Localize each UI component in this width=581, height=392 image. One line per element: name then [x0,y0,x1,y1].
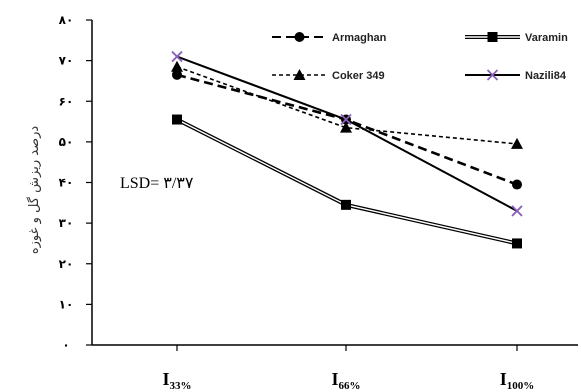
y-tick-label: ۴٠ [59,176,74,190]
legend-label: Nazili84 [525,70,567,82]
legend-item: Coker 349 [272,69,385,82]
y-tick-label: ٢٠ [59,257,74,271]
legend-label: Armaghan [332,32,387,44]
series-line-inner [176,118,518,245]
series-coker-349 [171,60,523,149]
y-tick-label: ٠ [62,338,69,352]
series-layer [171,50,523,249]
lsd-annotation: LSD= ٣/٣٧ [120,175,194,192]
y-tick-label: ٣٠ [59,216,74,230]
x-tick-label: I66% [331,369,360,392]
series-varamin [172,114,522,249]
legend-marker [487,32,498,42]
y-tick-label: ۶٠ [59,94,74,108]
legend-item: Armaghan [272,32,387,44]
data-point [341,199,351,210]
data-point [340,121,352,133]
data-point [171,60,183,72]
legend-marker [293,69,306,80]
legend-marker [294,32,305,42]
legend: Armaghan Varamin Coker 349 Nazili84 [272,32,568,82]
x-tick-label: I100% [500,369,535,392]
x-tick-label-main: I [162,369,169,389]
x-tick-label-sub: 100% [507,380,535,392]
x-tick-label-sub: 33% [170,380,192,392]
data-point [512,238,522,249]
y-tick-label: ۵٠ [59,135,74,149]
x-tick-label-sub: 66% [339,380,361,392]
data-point [171,50,183,63]
data-point [340,113,352,126]
data-point [511,137,523,149]
x-category-labels: I33% I66% I100% [162,345,534,392]
data-point [512,179,522,190]
y-tick-label: ١٠ [59,297,74,311]
legend-label: Varamin [525,32,568,44]
series-line [176,65,518,145]
x-tick-label-main: I [500,369,507,389]
y-tick-label: ٧٠ [59,54,74,68]
y-tick-label: ٨٠ [59,13,74,27]
legend-marker [486,69,499,81]
legend-label: Coker 349 [332,70,385,82]
legend-item: Varamin [465,32,568,44]
series-line [176,117,518,246]
x-tick-label-main: I [331,369,338,389]
y-axis-label: درصد ریزش گل و غوزه [26,126,42,255]
data-point [172,69,182,80]
legend-item: Nazili84 [465,69,567,82]
y-ticks: ٠ ١٠ ٢٠ ٣٠ ۴٠ ۵٠ ۶٠ ٧٠ ٨٠ [59,13,92,352]
data-point [172,114,182,125]
series-nazili84 [171,50,523,217]
data-point [511,205,523,217]
x-tick-label: I33% [162,369,191,392]
